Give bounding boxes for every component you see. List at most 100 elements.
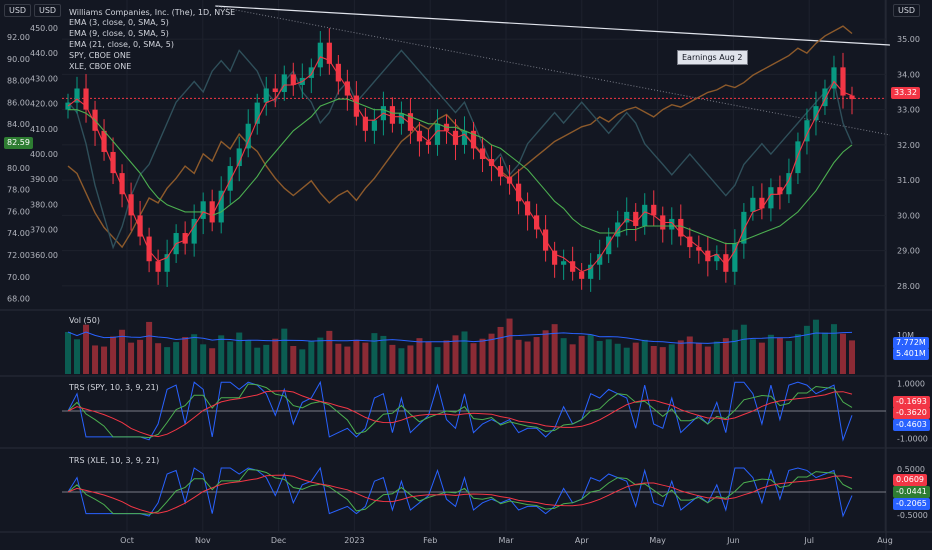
volume-bar (434, 347, 441, 374)
candle-body (272, 88, 278, 93)
volume-pane-title[interactable]: Vol (50) (69, 316, 100, 325)
candle-body (687, 236, 693, 248)
chart-title: Williams Companies, Inc. (The), 1D, NYSE (69, 8, 236, 17)
candle-body (696, 247, 702, 251)
volume-bar (551, 324, 558, 374)
volume-bar (272, 338, 279, 374)
xle-line (67, 49, 853, 250)
x-tick-label: Aug (877, 536, 893, 545)
candle-body (254, 102, 260, 124)
candle-body (200, 201, 206, 219)
candle-body (182, 233, 188, 244)
candle-body (822, 88, 828, 107)
trs-slow-line (67, 390, 853, 438)
volume-bar (794, 334, 801, 374)
trs-xle-title[interactable]: TRS (XLE, 10, 3, 9, 21) (69, 456, 160, 465)
xle-tick-label: 92.00 (7, 33, 30, 42)
left-inner-currency-label[interactable]: USD (34, 4, 62, 17)
price-tick-label: 33.00 (897, 106, 920, 115)
spy-tick-label: 410.00 (30, 125, 58, 134)
volume-bar (119, 329, 126, 374)
spy-tick-label: 360.00 (30, 251, 58, 260)
volume-bar (497, 326, 504, 374)
volume-bar (488, 333, 495, 374)
candle-body (479, 148, 486, 159)
trs-xle-tag-2: -0.0441 (893, 486, 930, 498)
legend-spy[interactable]: SPY, CBOE ONE (69, 51, 131, 60)
volume-bar (326, 330, 333, 374)
candle-body (65, 102, 71, 110)
candle-body (362, 116, 368, 131)
xle-tick-label: 78.00 (7, 186, 30, 195)
volume-bar (569, 344, 576, 374)
volume-bar (362, 342, 369, 374)
volume-tag: 7.772M (893, 337, 929, 349)
candle-body (146, 236, 152, 262)
price-tick-label: 35.00 (897, 35, 920, 44)
volume-bar (839, 333, 846, 374)
candle-body (425, 141, 432, 145)
trs-spy-top-tick: 1.0000 (897, 379, 925, 388)
xle-tick-label: 68.00 (7, 295, 30, 304)
trs-xle-bottom-tick: -0.5000 (897, 511, 928, 520)
volume-bar (632, 342, 639, 374)
earnings-annotation[interactable]: Earnings Aug 2 (677, 50, 748, 65)
candle-body (155, 261, 161, 272)
volume-bar (641, 339, 648, 374)
volume-bar (335, 343, 342, 374)
candle-body (416, 130, 423, 142)
volume-bar (443, 340, 450, 374)
right-currency-label[interactable]: USD (893, 4, 921, 17)
legend-ema21[interactable]: EMA (21, close, 0, SMA, 5) (69, 40, 174, 49)
legend-xle[interactable]: XLE, CBOE ONE (69, 62, 132, 71)
candle-body (101, 130, 107, 152)
candle-body (561, 261, 567, 265)
volume-bar (731, 329, 738, 374)
candle-body (597, 254, 603, 265)
legend-ema3[interactable]: EMA (3, close, 0, SMA, 5) (69, 18, 169, 27)
trs-spy-title[interactable]: TRS (SPY, 10, 3, 9, 21) (69, 383, 159, 392)
trs-signal-line (67, 468, 853, 515)
volume-ma-tag: 5.401M (893, 348, 929, 360)
trs-spy-bottom-tick: -1.0000 (897, 435, 928, 444)
spy-tick-label: 380.00 (30, 200, 58, 209)
volume-bar (533, 337, 540, 374)
volume-bar (452, 335, 459, 374)
volume-bar (245, 340, 252, 374)
candle-body (759, 197, 765, 209)
xle-tick-label: 90.00 (7, 55, 30, 64)
resistance-trendline (214, 5, 891, 46)
volume-bar (704, 346, 711, 374)
volume-bar (83, 324, 90, 374)
candle-body (732, 243, 738, 272)
volume-bar (515, 339, 522, 374)
x-tick-label: Apr (575, 536, 590, 545)
candle-body (470, 130, 477, 149)
volume-bar (470, 343, 477, 374)
candle-body (570, 261, 576, 272)
candle-body (326, 42, 332, 64)
candle-body (263, 88, 269, 103)
xle-tick-label: 70.00 (7, 273, 30, 282)
legend-ema9[interactable]: EMA (9, close, 0, SMA, 5) (69, 29, 169, 38)
volume-bar (785, 340, 792, 374)
left-currency-label[interactable]: USD (4, 4, 32, 17)
candle-body (461, 130, 468, 145)
volume-bar (605, 339, 612, 374)
volume-bar (317, 337, 324, 374)
spy-tick-label: 440.00 (30, 49, 58, 58)
volume-bar (425, 342, 432, 374)
candle-body (642, 204, 648, 226)
volume-bar (614, 343, 621, 374)
dotted-trendline (214, 5, 891, 136)
candle-body (633, 211, 639, 226)
volume-bar (155, 343, 162, 374)
volume-bar (263, 344, 270, 374)
x-tick-label: Jul (803, 536, 814, 545)
xle-tick-label: 80.00 (7, 164, 30, 173)
volume-bar (353, 339, 360, 374)
volume-axis-label: 10M (897, 331, 914, 340)
volume-bar (542, 330, 549, 374)
price-tick-label: 30.00 (897, 211, 920, 220)
